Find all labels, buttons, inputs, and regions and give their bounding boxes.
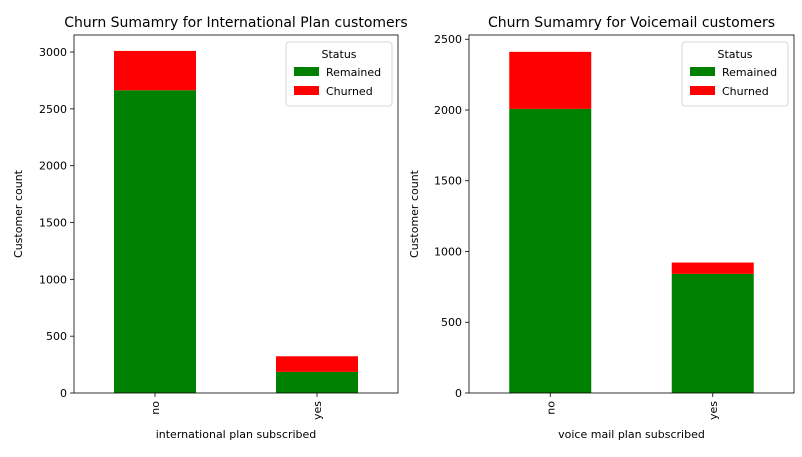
legend-swatch-remained bbox=[294, 67, 319, 76]
x-tick-label-yes: yes bbox=[311, 401, 324, 420]
legend-label-churned: Churned bbox=[326, 85, 373, 98]
legend-swatch-remained bbox=[690, 67, 715, 76]
y-tick-label: 500 bbox=[46, 330, 67, 343]
plot-frame bbox=[73, 34, 399, 394]
x-tick-label-no: no bbox=[544, 401, 557, 415]
bar-remained-yes bbox=[671, 273, 754, 393]
y-tick-label: 1000 bbox=[39, 273, 67, 286]
chart-title: Churn Sumamry for Voicemail customers bbox=[488, 15, 775, 31]
y-tick-label: 0 bbox=[455, 387, 462, 400]
bar-remained-no bbox=[114, 90, 196, 393]
legend-label-remained: Remained bbox=[722, 66, 777, 79]
bar-remained-yes bbox=[276, 371, 358, 393]
x-axis-label: voice mail plan subscribed bbox=[558, 428, 705, 441]
chart-panel-0: 0 500 1000 1500 2000 2500 3000 no yes Churn Sumam… bbox=[12, 15, 408, 441]
x-tick-label-yes: yes bbox=[707, 401, 720, 420]
legend-label-remained: Remained bbox=[326, 66, 381, 79]
bar-churned-no bbox=[509, 51, 592, 109]
x-axis-label: international plan subscribed bbox=[156, 428, 317, 441]
y-tick-label: 1500 bbox=[39, 217, 67, 230]
y-axis-label: Customer count bbox=[408, 169, 421, 258]
legend-swatch-churned bbox=[294, 86, 319, 95]
bar-churned-yes bbox=[276, 356, 358, 372]
x-tick-label-no: no bbox=[149, 401, 162, 415]
y-tick-label: 2500 bbox=[434, 33, 462, 46]
bar-churned-yes bbox=[671, 262, 754, 274]
bar-remained-no bbox=[509, 108, 592, 394]
y-tick-label: 3000 bbox=[39, 46, 67, 59]
y-tick-label: 1500 bbox=[434, 175, 462, 188]
bar-churned-no bbox=[114, 50, 196, 91]
y-tick-label: 1000 bbox=[434, 245, 462, 258]
y-tick-label: 2500 bbox=[39, 103, 67, 116]
plot-frame bbox=[468, 34, 795, 394]
legend-title: Status bbox=[321, 48, 356, 61]
y-tick-label: 2000 bbox=[434, 104, 462, 117]
chart-title: Churn Sumamry for International Plan cus… bbox=[64, 15, 407, 31]
legend-title: Status bbox=[717, 48, 752, 61]
legend-swatch-churned bbox=[690, 86, 715, 95]
chart-panel-1: 0 500 1000 1500 2000 2500 no yes Churn Sumamry f… bbox=[408, 15, 795, 441]
y-tick-label: 0 bbox=[60, 387, 67, 400]
y-axis-label: Customer count bbox=[12, 169, 25, 258]
y-tick-label: 500 bbox=[441, 316, 462, 329]
legend-label-churned: Churned bbox=[722, 85, 769, 98]
y-tick-label: 2000 bbox=[39, 160, 67, 173]
